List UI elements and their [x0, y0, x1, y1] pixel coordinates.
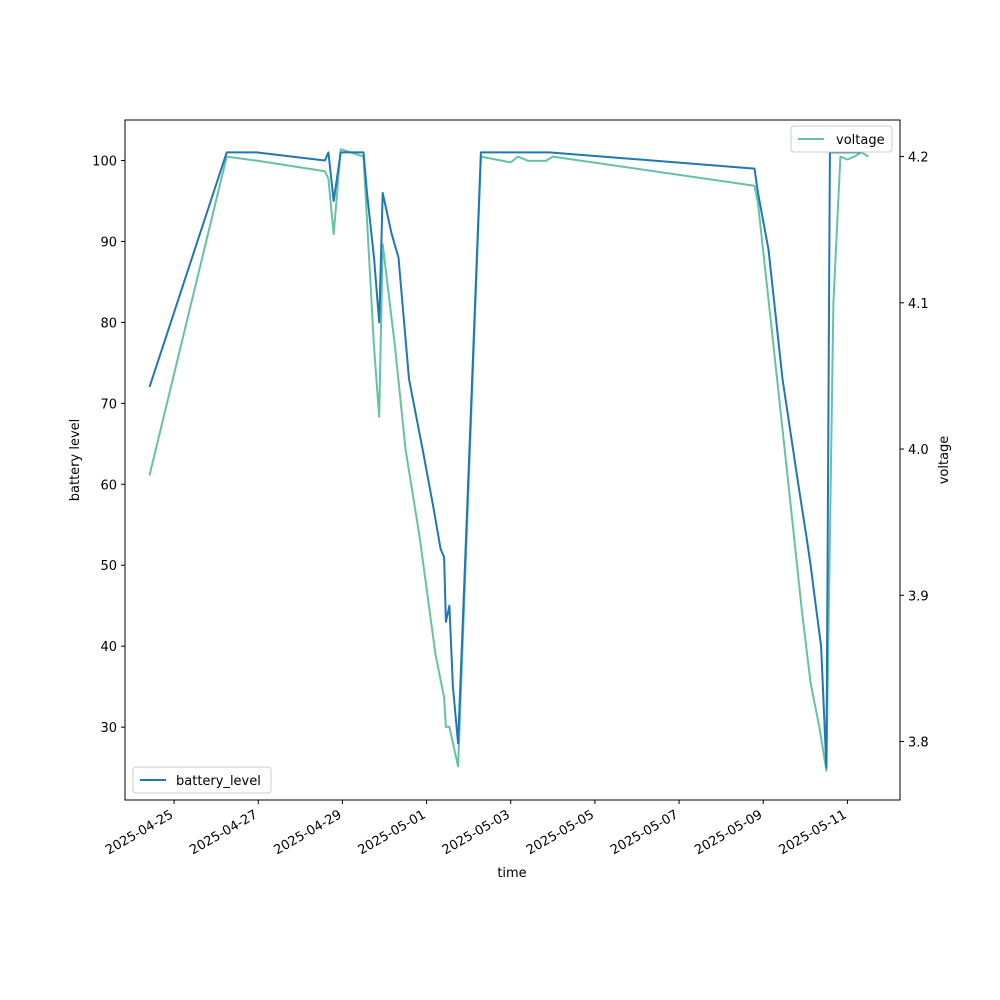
left-axis-label: battery level — [68, 419, 83, 502]
left-tick-label: 30 — [100, 721, 117, 736]
series-line-voltage — [148, 148, 869, 772]
left-tick-label: 70 — [100, 397, 117, 412]
right-tick-label: 4.2 — [908, 151, 929, 166]
plot-frame — [124, 119, 901, 801]
right-axis-ticks: 3.8 3.9 4.0 4.1 4.2 — [900, 151, 929, 751]
x-tick-label: 2025-04-29 — [271, 807, 344, 858]
left-tick-label: 80 — [100, 316, 117, 331]
x-tick-label: 2025-04-27 — [187, 807, 260, 858]
left-axis-ticks: 30 40 50 60 70 80 90 100 — [92, 154, 125, 736]
right-tick-label: 4.1 — [908, 297, 929, 312]
right-tick-label: 3.9 — [908, 589, 929, 604]
right-tick-label: 4.0 — [908, 443, 929, 458]
left-tick-label: 100 — [92, 154, 117, 169]
x-tick-label: 2025-05-11 — [776, 807, 849, 858]
right-axis-label: voltage — [937, 436, 952, 485]
series-line-battery-level — [148, 151, 862, 769]
x-tick-label: 2025-04-25 — [103, 807, 176, 858]
left-tick-label: 50 — [100, 559, 117, 574]
legend-left-box — [132, 766, 272, 794]
left-tick-label: 60 — [100, 478, 117, 493]
x-tick-label: 2025-05-07 — [608, 807, 681, 858]
x-tick-label: 2025-05-03 — [440, 807, 513, 858]
x-tick-label: 2025-05-01 — [356, 807, 429, 858]
x-tick-label: 2025-05-09 — [692, 807, 765, 858]
legend-right-label: voltage — [836, 133, 885, 148]
left-tick-label: 40 — [100, 640, 117, 655]
plot-lines — [148, 148, 869, 772]
x-axis-ticks: 2025-04-25 2025-04-27 2025-04-29 2025-05-01… — [103, 800, 849, 858]
left-tick-label: 90 — [100, 235, 117, 250]
legend-left-label: battery_level — [176, 774, 261, 789]
x-tick-label: 2025-05-05 — [524, 807, 597, 858]
legend-right: voltage — [790, 125, 893, 153]
x-axis-label: time — [497, 866, 526, 881]
legend-left: battery_level — [132, 766, 272, 794]
right-tick-label: 3.8 — [908, 736, 929, 751]
legend-right-box — [790, 125, 893, 153]
